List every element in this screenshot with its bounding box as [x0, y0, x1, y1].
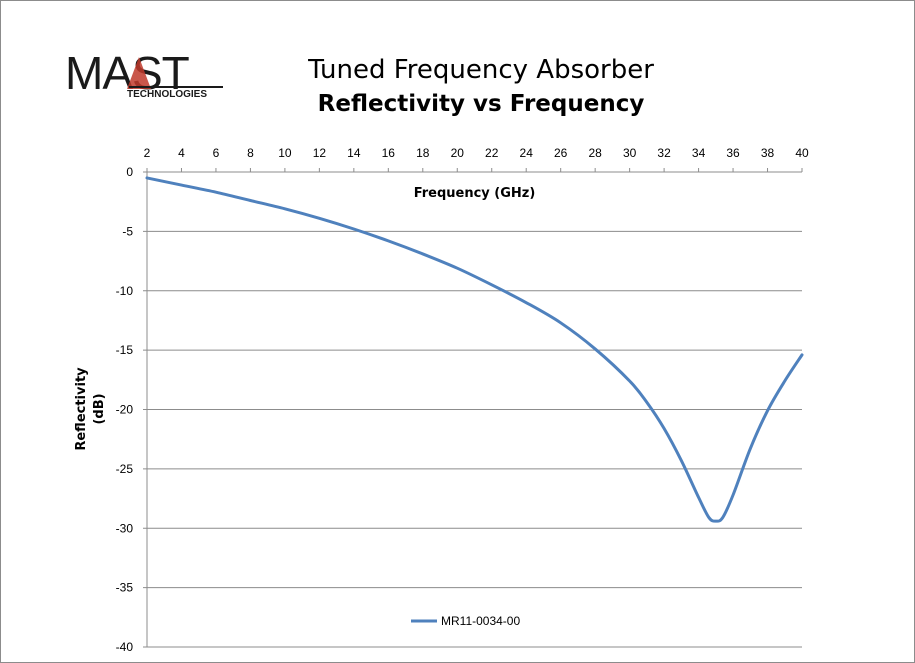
- x-tick-label: 10: [278, 146, 292, 160]
- x-tick-label: 28: [588, 146, 602, 160]
- x-tick-label: 38: [761, 146, 775, 160]
- x-tick-label: 36: [726, 146, 740, 160]
- x-tick-label: 12: [313, 146, 327, 160]
- y-tick-label: -10: [116, 284, 134, 298]
- x-tick-label: 14: [347, 146, 361, 160]
- logo-sub-text: TECHNOLOGIES: [127, 89, 207, 100]
- x-tick-label: 6: [213, 146, 220, 160]
- x-axis-title: Frequency (GHz): [414, 186, 536, 201]
- legend-label: MR11-0034-00: [441, 614, 520, 628]
- y-axis-title-line-1: Reflectivity: [74, 367, 89, 451]
- mast-logo: MAST TECHNOLOGIES: [65, 47, 223, 100]
- y-tick-label: -15: [116, 343, 134, 357]
- x-tick-label: 40: [795, 146, 809, 160]
- logo-accent-icon: [127, 57, 151, 89]
- y-tick-label: 0: [126, 165, 133, 179]
- x-tick-label: 8: [247, 146, 254, 160]
- y-tick-label: -30: [116, 521, 134, 535]
- series-line: [145, 176, 804, 523]
- x-tick-label: 22: [485, 146, 499, 160]
- logo-main-text: MAST: [65, 47, 190, 99]
- y-tick-label: -40: [116, 640, 134, 654]
- x-tick-label: 24: [520, 146, 534, 160]
- chart-title: Tuned Frequency Absorber: [308, 55, 654, 85]
- y-axis-title-line-2: (dB): [92, 393, 107, 424]
- x-tick-label: 18: [416, 146, 430, 160]
- x-tick-label: 16: [382, 146, 396, 160]
- y-tick-label: -25: [116, 462, 134, 476]
- y-tick-label: -35: [116, 581, 134, 595]
- x-tick-label: 30: [623, 146, 637, 160]
- x-tick-label: 20: [451, 146, 465, 160]
- x-tick-label: 2: [144, 146, 151, 160]
- chart-subtitle: Reflectivity vs Frequency: [317, 91, 645, 117]
- y-tick-label: -20: [116, 403, 134, 417]
- x-tick-label: 34: [692, 146, 706, 160]
- y-tick-label: -5: [122, 224, 133, 238]
- x-tick-label: 26: [554, 146, 568, 160]
- x-tick-label: 4: [178, 146, 185, 160]
- x-tick-label: 32: [657, 146, 671, 160]
